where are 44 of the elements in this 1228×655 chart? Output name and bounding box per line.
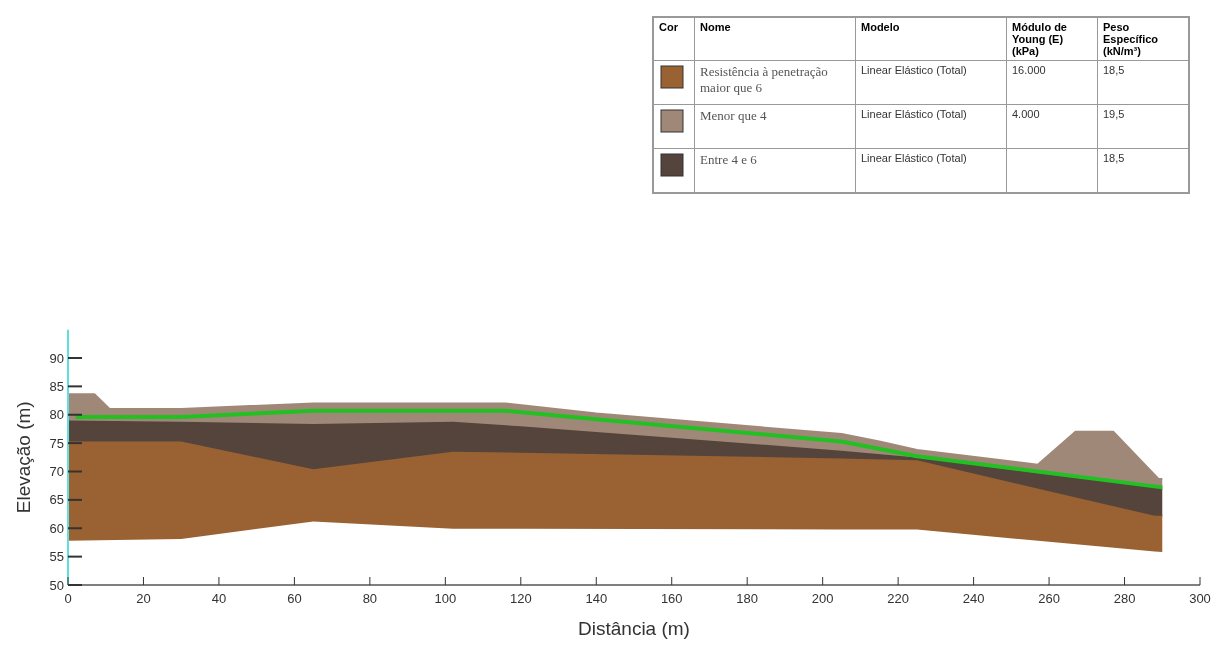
text: 4.000: [1006, 104, 1098, 149]
x-axis-title: Distância (m): [578, 618, 690, 639]
y-tick-label: 55: [49, 549, 64, 565]
legend-title: Cor: [653, 17, 695, 61]
y-tick-label: 65: [49, 492, 64, 508]
x-tick-label: 40: [211, 591, 227, 606]
y-tick-label: 50: [49, 577, 64, 593]
text: 18,5: [1097, 60, 1189, 105]
x-tick-label: 220: [887, 591, 909, 606]
x-tick-label: 0: [64, 591, 72, 606]
x-tick-label: 260: [1038, 591, 1060, 606]
x-tick-label: 80: [362, 591, 378, 606]
y-tick-label: 75: [49, 435, 64, 451]
x-tick-label: 20: [136, 591, 151, 606]
line-series: [73, 408, 1165, 490]
text: 16.000: [1006, 60, 1098, 105]
y-tick-label: 80: [49, 407, 64, 423]
legend-label: Menor que 4: [694, 104, 856, 149]
x-tick-label: 120: [509, 591, 532, 606]
legend-label: Entre 4 e 6: [694, 148, 856, 193]
x-tick-label: 240: [962, 591, 985, 606]
y-tick-label: 70: [49, 464, 64, 480]
x-tick-label: 100: [434, 591, 457, 606]
y-tick-label: 90: [49, 350, 64, 366]
x-tick-label: 300: [1189, 591, 1211, 606]
text: Modelo: [855, 17, 1007, 61]
text: Nome: [694, 17, 856, 61]
x-tick-label: 280: [1113, 591, 1136, 606]
text: Linear Elástico (Total): [855, 148, 1007, 193]
x-tick-label: 60: [287, 591, 302, 606]
text: Peso Específico (kN/m³): [1097, 17, 1189, 61]
text: 18,5: [1097, 148, 1189, 193]
legend-label: Resistência à penetração maior que 6: [694, 60, 856, 105]
y-tick-label: 60: [49, 520, 64, 536]
x-tick-label: 160: [660, 591, 683, 606]
text: Módulo de Young (E) (kPa): [1006, 17, 1098, 61]
y-axis-title: Elevação (m): [13, 401, 34, 514]
text: 19,5: [1097, 104, 1189, 149]
x-tick-label: 180: [736, 591, 759, 606]
y-tick-label: 85: [49, 378, 64, 394]
text: Linear Elástico (Total): [855, 104, 1007, 149]
text: Linear Elástico (Total): [855, 60, 1007, 105]
x-tick-label: 140: [585, 591, 608, 606]
x-tick-label: 200: [811, 591, 834, 606]
